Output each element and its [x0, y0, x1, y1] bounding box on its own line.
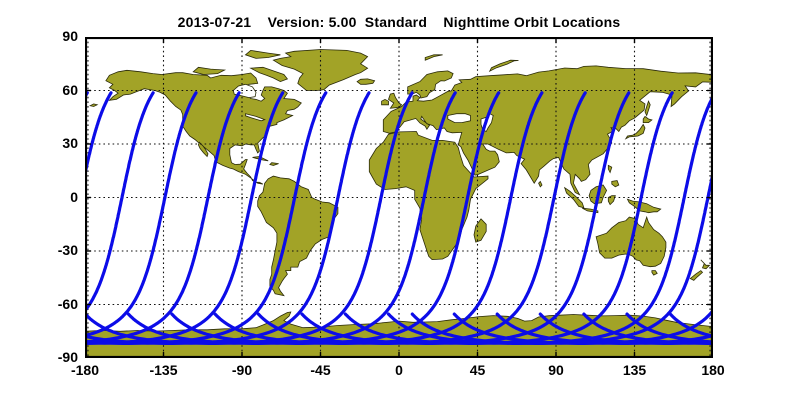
- land-aleutian-islands: [89, 103, 99, 107]
- lake-black-sea: [447, 113, 471, 123]
- orbit-track: [85, 91, 113, 182]
- land-ellesmere-island: [244, 49, 281, 59]
- y-tick-label: -90: [57, 349, 78, 365]
- land-sumatra: [563, 186, 585, 209]
- land-new-guinea: [626, 198, 662, 214]
- land-sakhalin: [644, 100, 651, 117]
- plot-area: [85, 37, 713, 358]
- land-south-america: [257, 175, 339, 297]
- x-tick-label: 45: [469, 362, 486, 378]
- world-map: [85, 37, 713, 358]
- x-tick-label: -90: [231, 362, 253, 378]
- x-tick-label: 90: [548, 362, 564, 378]
- orbit-track: [343, 91, 674, 345]
- land-svalbard: [424, 54, 443, 61]
- land-scandinavia: [407, 70, 454, 99]
- y-tick-label: 60: [62, 81, 78, 98]
- x-tick-label: -45: [310, 362, 331, 378]
- land-north-america: [105, 69, 302, 185]
- x-tick-label: 180: [701, 362, 725, 378]
- y-tick-label: 30: [62, 135, 78, 151]
- y-tick-label: 0: [70, 188, 78, 205]
- land-new-zealand-north: [700, 259, 711, 270]
- land-novaya-zemlya: [488, 59, 519, 73]
- land-ireland: [381, 98, 389, 106]
- land-sri-lanka: [538, 180, 543, 188]
- land-honshu: [624, 123, 646, 140]
- orbit-track: [386, 93, 713, 345]
- land-victoria-island: [192, 66, 227, 75]
- y-tick-label: -60: [57, 295, 78, 312]
- land-baffin-island: [249, 66, 289, 83]
- land-great-britain: [388, 92, 403, 109]
- orbit-track: [300, 91, 631, 345]
- land-mindanao: [611, 180, 620, 188]
- land-luzon: [607, 164, 613, 174]
- land-baja-california: [197, 141, 209, 158]
- x-tick-label: -180: [70, 362, 100, 378]
- orbit-track: [85, 91, 155, 314]
- land-new-zealand-south: [689, 270, 704, 281]
- land-tasmania: [651, 270, 658, 276]
- land-iceland: [356, 78, 376, 85]
- plot-frame: [85, 37, 713, 358]
- x-tick-label: 135: [622, 362, 647, 378]
- y-tick-label: 90: [62, 28, 78, 44]
- orbit-tracks-layer: [85, 91, 713, 345]
- lake-great-lakes: [245, 113, 266, 122]
- x-tick-label: -135: [149, 362, 178, 378]
- orbit-track: [85, 91, 198, 338]
- land-hokkaido: [642, 115, 653, 123]
- land-hispaniola: [269, 162, 279, 166]
- land-madagascar: [473, 218, 487, 243]
- chart-title: 2013-07-21 Version: 5.00 Standard Nightt…: [177, 14, 621, 30]
- y-tick-label: -30: [57, 242, 78, 258]
- x-tick-label: 0: [395, 362, 403, 378]
- orbit-track: [668, 312, 713, 338]
